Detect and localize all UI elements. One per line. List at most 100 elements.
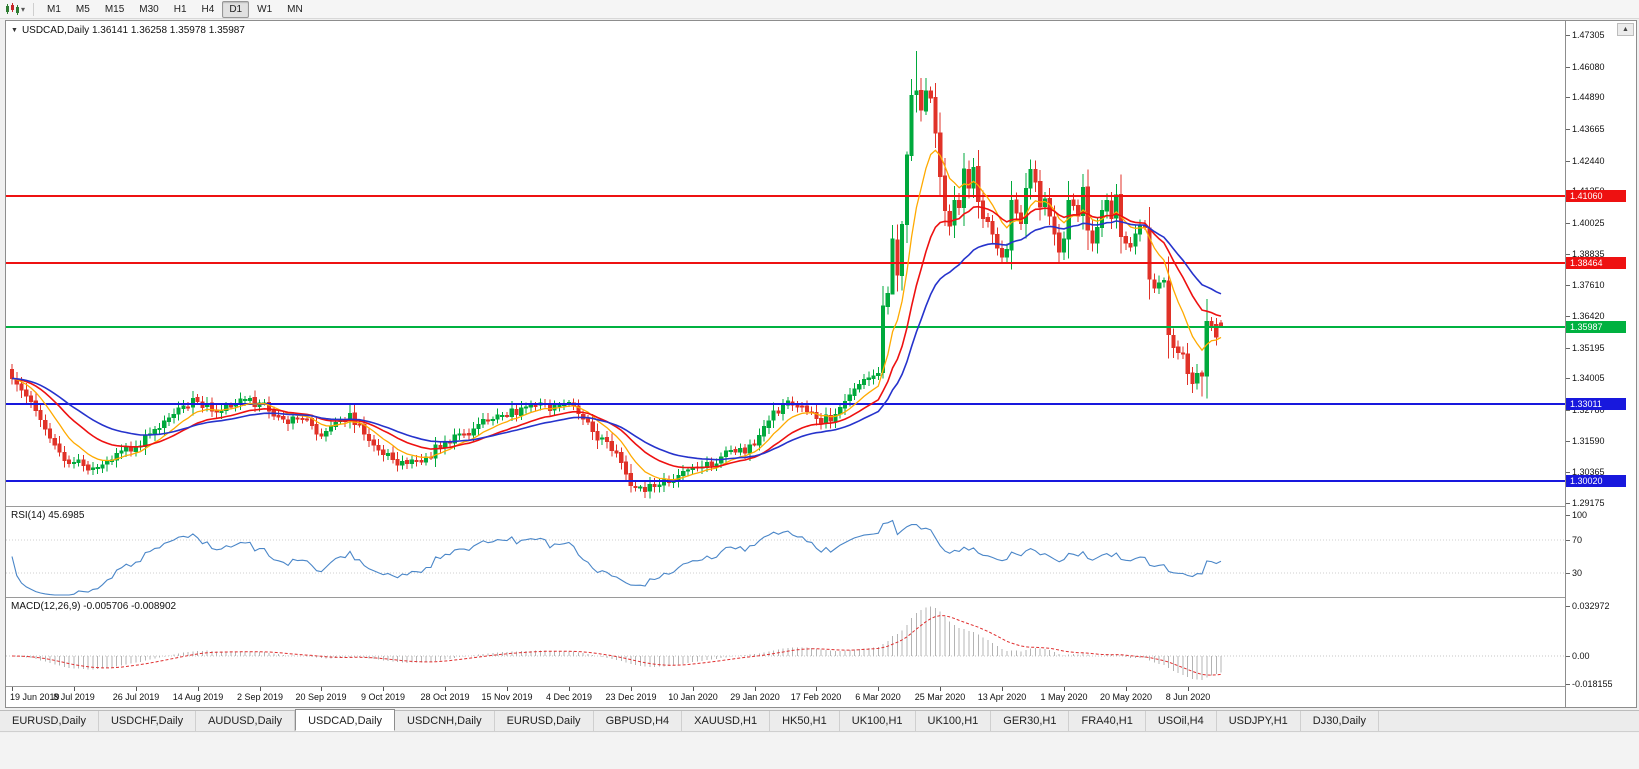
date-tick-mark bbox=[693, 687, 694, 691]
timeframe-button-h4[interactable]: H4 bbox=[201, 3, 215, 15]
date-tick-mark bbox=[383, 687, 384, 691]
date-label: 25 Mar 2020 bbox=[914, 692, 966, 702]
symbol-tab-hk50-h1[interactable]: HK50,H1 bbox=[770, 711, 840, 731]
price-tick-1.31590: 1.31590 bbox=[1572, 435, 1605, 446]
date-label: 23 Dec 2019 bbox=[605, 692, 657, 702]
resistance-price-tag[interactable]: 1.41060 bbox=[1566, 190, 1626, 202]
axis-tick-mark bbox=[1566, 606, 1570, 607]
axis-tick-mark bbox=[1566, 378, 1570, 380]
toolbar-separator bbox=[33, 2, 35, 16]
axis-tick-mark bbox=[1566, 66, 1570, 68]
date-label: 8 Jun 2020 bbox=[1165, 692, 1211, 702]
candles-layer bbox=[9, 51, 1224, 499]
caret-down-icon: ▾ bbox=[21, 4, 26, 14]
macd-canvas[interactable] bbox=[6, 598, 1565, 686]
price-tick-1.34005: 1.34005 bbox=[1572, 373, 1605, 384]
price-tick-1.29175: 1.29175 bbox=[1572, 498, 1605, 508]
macd-histogram bbox=[16, 606, 1222, 680]
resistance-price-tag[interactable]: 1.38464 bbox=[1566, 257, 1626, 269]
date-tick-mark bbox=[755, 687, 756, 691]
date-tick-mark bbox=[1188, 687, 1189, 691]
date-label: 9 Oct 2019 bbox=[360, 692, 406, 702]
symbol-tab-uk100-h1[interactable]: UK100,H1 bbox=[840, 711, 916, 731]
symbol-tab-usoil-h4[interactable]: USOil,H4 bbox=[1146, 711, 1217, 731]
price-tick-1.35195: 1.35195 bbox=[1572, 342, 1605, 353]
price-tick-1.37610: 1.37610 bbox=[1572, 280, 1605, 291]
symbol-tab-usdcnh-daily[interactable]: USDCNH,Daily bbox=[395, 711, 495, 731]
main-chart-canvas[interactable] bbox=[6, 21, 1565, 506]
date-label: 19 Jun 2019 bbox=[10, 692, 60, 702]
date-tick-mark bbox=[569, 687, 570, 691]
rsi-canvas[interactable] bbox=[6, 507, 1565, 597]
timeframe-button-m15[interactable]: M15 bbox=[104, 3, 125, 15]
date-label: 13 Apr 2020 bbox=[977, 692, 1027, 702]
support-price-tag[interactable]: 1.30020 bbox=[1566, 475, 1626, 487]
date-label: 4 Dec 2019 bbox=[545, 692, 593, 702]
window-footer-area bbox=[0, 733, 1639, 769]
symbol-tab-dj30-daily[interactable]: DJ30,Daily bbox=[1301, 711, 1379, 731]
chart-window: ▼ USDCAD,Daily 1.36141 1.36258 1.35978 1.… bbox=[5, 20, 1637, 708]
price-axis[interactable]: ▲ 1.47305 1.46080 1.44890 1.43665 1.42440 1.4… bbox=[1565, 21, 1636, 707]
date-label: 8 Jul 2019 bbox=[53, 692, 95, 702]
moving-average-9 bbox=[11, 149, 1222, 481]
symbol-tab-ger30-h1[interactable]: GER30,H1 bbox=[991, 711, 1070, 731]
scroll-up-button[interactable]: ▲ bbox=[1617, 23, 1634, 36]
chart-title-text: USDCAD,Daily 1.36141 1.36258 1.35978 1.3… bbox=[21, 25, 245, 36]
rsi-tick-70: 70 bbox=[1572, 535, 1583, 545]
date-tick-mark bbox=[260, 687, 261, 691]
support-price-tag[interactable]: 1.33011 bbox=[1566, 398, 1626, 410]
date-label: 29 Jan 2020 bbox=[730, 692, 780, 702]
timeframe-button-m5[interactable]: M5 bbox=[75, 3, 90, 15]
rsi-label: RSI(14) 45.6985 bbox=[11, 510, 85, 521]
date-tick-mark bbox=[12, 687, 13, 691]
date-label: 20 May 2020 bbox=[1099, 692, 1153, 702]
symbol-tab-gbpusd-h4[interactable]: GBPUSD,H4 bbox=[594, 711, 683, 731]
rsi-tick-100: 100 bbox=[1572, 510, 1588, 521]
time-axis[interactable]: 19 Jun 2019 8 Jul 2019 26 Jul 2019 14 Aug 2… bbox=[6, 687, 1565, 707]
chart-tab-bar: EURUSD,Daily USDCHF,Daily AUDUSD,Daily USDC… bbox=[0, 709, 1639, 732]
axis-tick-mark bbox=[1566, 573, 1570, 574]
symbol-tab-eurusd-daily[interactable]: EURUSD,Daily bbox=[0, 711, 99, 731]
timeframe-button-mn[interactable]: MN bbox=[287, 3, 303, 15]
axis-tick-mark bbox=[1566, 128, 1570, 130]
symbol-tab-fra40-h1[interactable]: FRA40,H1 bbox=[1069, 711, 1146, 731]
current-price-price-tag[interactable]: 1.35987 bbox=[1566, 321, 1626, 333]
symbol-tab-audusd-daily[interactable]: AUDUSD,Daily bbox=[196, 711, 296, 731]
date-tick-mark bbox=[321, 687, 322, 691]
symbol-tab-usdjpy-h1[interactable]: USDJPY,H1 bbox=[1217, 711, 1301, 731]
panel-divider[interactable] bbox=[6, 686, 1636, 687]
timeframe-button-w1[interactable]: W1 bbox=[257, 3, 273, 15]
timeframe-button-m30[interactable]: M30 bbox=[139, 3, 159, 15]
axis-tick-mark bbox=[1566, 285, 1570, 287]
chart-type-icon[interactable]: ▾ bbox=[5, 2, 26, 16]
symbol-tab-xauusd-h1[interactable]: XAUUSD,H1 bbox=[682, 711, 771, 731]
macd-tick-0.032972: 0.032972 bbox=[1572, 601, 1610, 611]
symbol-tab-usdchf-daily[interactable]: USDCHF,Daily bbox=[99, 711, 197, 731]
rsi-tick-30: 30 bbox=[1572, 568, 1583, 578]
symbol-tab-uk100-h1[interactable]: UK100,H1 bbox=[916, 711, 992, 731]
macd-label: MACD(12,26,9) -0.005706 -0.008902 bbox=[11, 601, 177, 612]
timeframe-button-m1[interactable]: M1 bbox=[47, 3, 61, 15]
timeframe-buttons: M1 M5 M15 M30 H1 H4 D1 W1 MN bbox=[40, 0, 310, 18]
date-label: 6 Mar 2020 bbox=[855, 692, 901, 702]
date-tick-mark bbox=[816, 687, 817, 691]
timeframe-button-d1[interactable]: D1 bbox=[222, 0, 250, 18]
rsi-line bbox=[11, 519, 1222, 596]
macd-signal-line bbox=[11, 615, 1222, 676]
axis-tick-mark bbox=[1566, 503, 1570, 504]
date-label: 28 Oct 2019 bbox=[420, 692, 470, 702]
panel-divider[interactable] bbox=[6, 506, 1636, 507]
panel-divider[interactable] bbox=[6, 597, 1636, 598]
symbol-tab-usdcad-daily[interactable]: USDCAD,Daily bbox=[295, 709, 396, 731]
moving-average-20 bbox=[11, 205, 1222, 469]
date-tick-mark bbox=[878, 687, 879, 691]
level-lines[interactable] bbox=[6, 195, 1565, 483]
axis-tick-mark bbox=[1566, 683, 1570, 685]
title-triangle-icon: ▼ bbox=[11, 27, 18, 34]
date-label: 2 Sep 2019 bbox=[236, 692, 284, 702]
date-tick-mark bbox=[1126, 687, 1127, 691]
symbol-tab-eurusd-daily[interactable]: EURUSD,Daily bbox=[495, 711, 594, 731]
price-tick-1.46080: 1.46080 bbox=[1572, 61, 1605, 72]
timeframe-button-h1[interactable]: H1 bbox=[173, 3, 187, 15]
